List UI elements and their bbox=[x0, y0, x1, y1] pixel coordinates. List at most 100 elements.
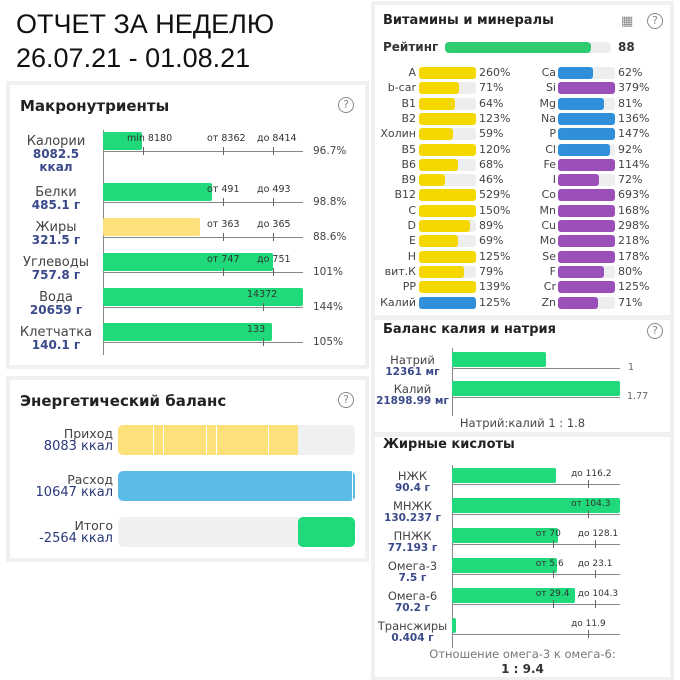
omega-ratio-label: Отношение омега-3 к омега-6: bbox=[429, 647, 616, 661]
nutrient-name: Co bbox=[541, 188, 556, 202]
nutrient-name: Cr bbox=[543, 280, 556, 294]
help-icon[interactable]: ? bbox=[647, 323, 663, 339]
nutrient-percent: 125% bbox=[479, 295, 511, 309]
nutrient-percent: 168% bbox=[618, 203, 650, 217]
nutrient-value: 485.1 г bbox=[31, 198, 81, 212]
nutrient-percent: 136% bbox=[618, 111, 650, 125]
fat-name: ПНЖК bbox=[393, 529, 432, 543]
nutrient-name: Cl bbox=[545, 142, 556, 156]
percent-value: 144% bbox=[313, 301, 344, 313]
nutrient-name: B2 bbox=[401, 111, 416, 125]
fat-name: Омега-6 bbox=[387, 589, 438, 603]
nutrient-fill bbox=[419, 265, 465, 278]
nutrient-fill bbox=[558, 82, 615, 95]
ratio-value: 1 bbox=[628, 362, 635, 373]
macro-bar bbox=[103, 183, 212, 201]
fat-label: НЖК 90.4 г bbox=[375, 470, 450, 494]
percent-value: 98.8% bbox=[313, 196, 347, 208]
tick-mark bbox=[552, 600, 554, 608]
nutrient-bar bbox=[419, 128, 476, 141]
tick-mark bbox=[263, 338, 264, 346]
vitamins-card: Витамины и минералы ▦ ? Рейтинг 88 A 260%… bbox=[375, 5, 670, 315]
report-title: ОТЧЕТ ЗА НЕДЕЛЮ bbox=[16, 9, 275, 39]
nutrient-percent: 123% bbox=[479, 111, 511, 125]
nutrient-bar bbox=[419, 204, 476, 217]
table-icon[interactable]: ▦ bbox=[621, 14, 634, 29]
nutrient-percent: 68% bbox=[479, 157, 504, 171]
nutrient-percent: 125% bbox=[479, 249, 511, 263]
tick-label: до 8414 bbox=[257, 133, 297, 144]
nutrient-bar bbox=[419, 281, 476, 294]
tick-label: от 8362 bbox=[207, 133, 246, 144]
tick-mark bbox=[273, 233, 274, 241]
axis-line bbox=[103, 237, 303, 238]
energy-value: 10647 ккал bbox=[35, 485, 113, 500]
fat-name: Трансжиры bbox=[377, 619, 448, 633]
fatty-acids-card: Жирные кислоты НЖК 90.4 г до 116.2 МНЖК 130.… bbox=[375, 437, 670, 677]
nutrient-fill bbox=[419, 67, 476, 79]
nutrient-name: Fe bbox=[543, 157, 557, 171]
tick-label: до 128.1 bbox=[577, 529, 619, 539]
mineral-name: Калий bbox=[393, 382, 432, 396]
nutrient-bar bbox=[558, 220, 615, 232]
fat-value: 7.5 г bbox=[398, 572, 427, 584]
nutrient-bar bbox=[558, 174, 615, 187]
axis-line bbox=[452, 574, 620, 575]
nutrient-fill bbox=[558, 204, 615, 217]
macro-label: Углеводы 757.8 г bbox=[10, 256, 102, 282]
axis-line bbox=[452, 604, 620, 605]
tick-label: до 23.1 bbox=[577, 559, 613, 569]
tick-mark bbox=[588, 630, 590, 638]
mineral-value: 21898.99 мг bbox=[376, 395, 449, 407]
macro-bar bbox=[103, 323, 272, 341]
nutrient-fill bbox=[419, 174, 446, 187]
nutrient-fill bbox=[558, 265, 604, 278]
fat-label: МНЖК 130.237 г bbox=[375, 500, 450, 524]
tick-label: от 747 bbox=[207, 254, 240, 265]
tick-label: min 8180 bbox=[127, 133, 173, 144]
energy-label: Итого -2564 ккал bbox=[10, 519, 113, 545]
nutrient-bar bbox=[558, 67, 615, 79]
axis-line bbox=[452, 368, 620, 369]
card-title: Баланс калия и натрия bbox=[383, 322, 556, 337]
nutrient-bar bbox=[558, 204, 615, 217]
fat-label: Омега-6 70.2 г bbox=[375, 590, 450, 614]
axis-line bbox=[452, 484, 620, 485]
nutrient-percent: 80% bbox=[618, 264, 643, 278]
help-icon[interactable]: ? bbox=[647, 13, 663, 29]
nutrient-fill bbox=[419, 82, 460, 95]
kna-label: Калий 21898.99 мг bbox=[375, 383, 450, 407]
tick-label: 133 bbox=[247, 324, 266, 335]
nutrient-percent: 260% bbox=[479, 66, 511, 79]
potassium-sodium-card: Баланс калия и натрия ? Натрий 12361 мг 1 К… bbox=[375, 320, 670, 432]
omega-ratio-value: 1 : 9.4 bbox=[501, 662, 544, 676]
segment-divider bbox=[352, 471, 353, 501]
tick-label: от 363 bbox=[207, 219, 240, 230]
nutrient-fill bbox=[558, 158, 615, 171]
nutrient-percent: 64% bbox=[479, 96, 504, 110]
nutrient-bar bbox=[558, 296, 615, 309]
fat-bar bbox=[452, 618, 457, 633]
nutrient-name: D bbox=[407, 219, 416, 232]
nutrient-name: E bbox=[409, 234, 416, 248]
axis-line bbox=[452, 397, 620, 398]
nutrient-bar bbox=[558, 143, 615, 156]
fat-bar bbox=[452, 588, 576, 603]
help-icon[interactable]: ? bbox=[338, 392, 354, 408]
fat-name: МНЖК bbox=[392, 499, 433, 513]
nutrient-percent: 92% bbox=[618, 142, 643, 156]
nutrient-percent: 59% bbox=[479, 127, 504, 141]
nutrient-name: B1 bbox=[401, 96, 416, 110]
segment-divider bbox=[206, 425, 207, 455]
tick-mark bbox=[552, 570, 554, 578]
help-icon[interactable]: ? bbox=[338, 97, 354, 113]
nutrient-name: H bbox=[407, 249, 416, 263]
nutrient-bar bbox=[558, 112, 615, 125]
fat-label: ПНЖК 77.193 г bbox=[375, 530, 450, 554]
axis-line bbox=[452, 544, 620, 545]
nutrient-bar bbox=[419, 235, 476, 248]
nutrient-name: Жиры bbox=[35, 220, 77, 235]
nutrient-percent: 218% bbox=[618, 234, 650, 248]
tick-mark bbox=[223, 147, 224, 155]
tick-label: от 491 bbox=[207, 184, 240, 195]
